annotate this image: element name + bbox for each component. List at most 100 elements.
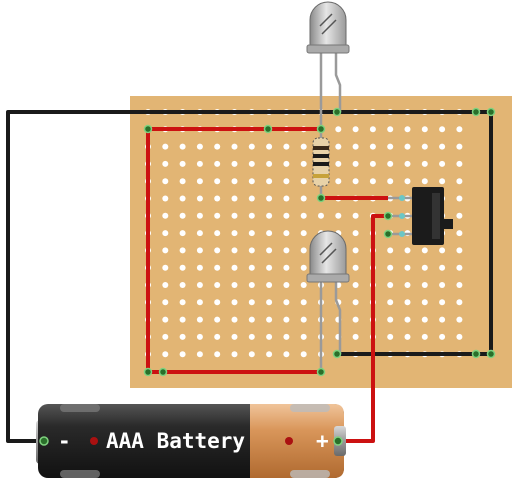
perfboard-hole: [214, 299, 221, 306]
perfboard-hole: [179, 195, 186, 202]
perfboard-hole: [387, 178, 394, 185]
perfboard-hole: [439, 299, 446, 306]
perfboard-hole: [300, 143, 307, 150]
perfboard-hole: [196, 264, 203, 271]
perfboard-hole: [214, 230, 221, 237]
perfboard-hole: [179, 316, 186, 323]
perfboard-hole: [196, 351, 203, 358]
perfboard-hole: [456, 230, 463, 237]
perfboard-hole: [352, 178, 359, 185]
perfboard-hole: [231, 230, 238, 237]
perfboard-hole: [214, 333, 221, 340]
perfboard-hole: [404, 282, 411, 288]
perfboard-hole: [248, 316, 255, 323]
perfboard-hole: [456, 126, 463, 133]
perfboard-hole: [300, 178, 307, 185]
perfboard-hole: [266, 143, 273, 150]
perfboard-hole: [283, 264, 290, 271]
perfboard-hole: [283, 316, 290, 323]
battery-minus-label: -: [58, 429, 71, 453]
battery-plus-label: +: [316, 429, 329, 453]
perfboard-hole: [283, 230, 290, 237]
perfboard-hole: [421, 126, 428, 133]
perfboard-hole: [387, 143, 394, 150]
perfboard-hole: [421, 143, 428, 150]
perfboard-hole: [283, 143, 290, 150]
perfboard-hole: [231, 282, 238, 288]
perfboard-hole: [387, 264, 394, 271]
perfboard-hole: [248, 160, 255, 167]
perfboard-hole: [300, 247, 307, 254]
perfboard-hole: [162, 264, 169, 271]
perfboard-hole: [352, 126, 359, 133]
perfboard-hole: [283, 299, 290, 306]
perfboard-hole: [439, 126, 446, 133]
led-top: [306, 1, 350, 129]
perfboard-hole: [196, 316, 203, 323]
perfboard-hole: [214, 316, 221, 323]
perfboard-hole: [387, 316, 394, 323]
perfboard-hole: [335, 126, 342, 133]
perfboard-hole: [162, 230, 169, 237]
perfboard-hole: [404, 178, 411, 185]
perfboard-hole: [352, 316, 359, 323]
perfboard-hole: [404, 299, 411, 306]
perfboard-hole: [214, 195, 221, 202]
perfboard-hole: [404, 247, 411, 254]
perfboard-hole: [214, 143, 221, 150]
perfboard-hole: [162, 212, 169, 219]
perfboard-hole: [456, 212, 463, 219]
perfboard-hole: [352, 160, 359, 167]
perfboard-hole: [196, 247, 203, 254]
perfboard-hole: [439, 247, 446, 254]
perfboard-hole: [404, 333, 411, 340]
black-wires: [6, 110, 493, 443]
perfboard-hole: [248, 195, 255, 202]
battery-cap: [250, 404, 344, 478]
perfboard-hole: [231, 195, 238, 202]
perfboard-hole: [214, 212, 221, 219]
perfboard-hole: [456, 178, 463, 185]
perfboard-hole: [352, 282, 359, 288]
perfboard-hole: [248, 143, 255, 150]
perfboard-hole: [179, 160, 186, 167]
perfboard-hole: [352, 212, 359, 219]
perfboard-hole: [352, 333, 359, 340]
perfboard-hole: [439, 282, 446, 288]
perfboard-hole: [300, 299, 307, 306]
perfboard-hole: [369, 178, 376, 185]
perfboard-hole: [300, 230, 307, 237]
perfboard-hole: [300, 282, 307, 288]
perfboard-hole: [456, 333, 463, 340]
perfboard-hole: [231, 212, 238, 219]
perfboard-hole: [283, 351, 290, 358]
perfboard-hole: [439, 316, 446, 323]
perfboard-hole: [179, 282, 186, 288]
led-middle: [306, 230, 350, 372]
perfboard-hole: [248, 299, 255, 306]
perfboard-hole: [231, 247, 238, 254]
perfboard-hole: [179, 247, 186, 254]
perfboard-hole: [421, 247, 428, 254]
perfboard-hole: [248, 230, 255, 237]
battery-label: AAA Battery: [106, 429, 245, 453]
perfboard-hole: [387, 160, 394, 167]
perfboard-hole: [456, 143, 463, 150]
perfboard-hole: [404, 316, 411, 323]
perfboard-hole: [248, 282, 255, 288]
perfboard-hole: [404, 160, 411, 167]
perfboard-hole: [439, 333, 446, 340]
red-wire-switch-to-battery: [338, 214, 388, 443]
perfboard-hole: [162, 351, 169, 358]
perfboard-hole: [179, 143, 186, 150]
perfboard-hole: [248, 247, 255, 254]
perfboard-hole: [196, 299, 203, 306]
perfboard-hole: [387, 282, 394, 288]
perfboard-hole: [335, 143, 342, 150]
perfboard-hole: [162, 316, 169, 323]
perfboard-hole: [231, 264, 238, 271]
perfboard-hole: [387, 299, 394, 306]
perfboard-hole: [162, 143, 169, 150]
perfboard-hole: [196, 282, 203, 288]
perfboard-hole: [196, 333, 203, 340]
